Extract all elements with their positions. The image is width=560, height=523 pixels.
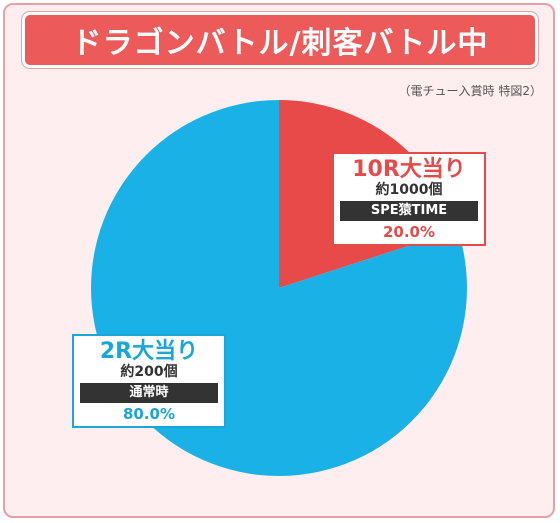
chart-title: ドラゴンバトル/刺客バトル中 bbox=[71, 26, 489, 61]
slice-label-payout: 約200個 bbox=[120, 364, 178, 380]
slice-label-2r: 2R大当り 約200個 通常時 80.0% bbox=[72, 334, 226, 428]
slice-label-payout: 約1000個 bbox=[375, 182, 443, 198]
slice-label-percent: 80.0% bbox=[122, 405, 176, 423]
slice-label-percent: 20.0% bbox=[382, 223, 436, 241]
slice-label-name: 2R大当り bbox=[99, 339, 199, 364]
chart-subnote: （電チュー入賞時 特図2） bbox=[398, 84, 542, 98]
slice-label-mode: 通常時 bbox=[80, 383, 218, 403]
slice-label-mode: SPE猿TIME bbox=[340, 201, 478, 221]
slice-label-name: 10R大当り bbox=[352, 157, 466, 182]
title-banner: ドラゴンバトル/刺客バトル中 bbox=[22, 12, 538, 68]
slice-label-10r: 10R大当り 約1000個 SPE猿TIME 20.0% bbox=[332, 152, 486, 246]
